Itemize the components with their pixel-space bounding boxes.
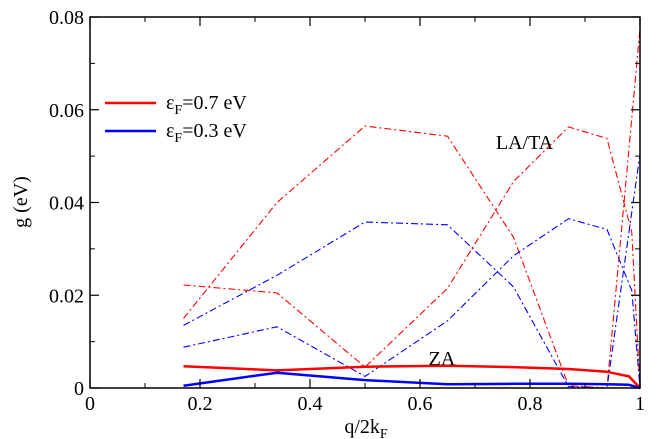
x-tick-label-5: 1 [635,393,645,415]
x-tick-label-4: 0.8 [518,393,543,415]
plot-frame [89,16,641,389]
series-line-3 [183,221,640,389]
legend-label-1: εF=0.3 eV [166,120,247,146]
annotation-0: LA/TA [496,132,554,154]
y-tick-label-1: 0.02 [49,285,84,307]
y-axis-label: g (eV) [10,176,32,228]
y-tick-label-3: 0.06 [49,100,84,122]
series-line-2 [568,28,641,389]
x-tick-label-2: 0.4 [298,393,323,415]
tick-layer: 0 0.2 0.4 0.6 0.8 1 0 0.02 0.04 0.06 0.08 [49,7,645,415]
annotation-layer: LA/TA ZA [429,132,554,370]
y-tick-label-2: 0.04 [49,193,84,215]
series-line-1 [183,126,641,389]
x-tick-label-0: 0 [85,393,95,415]
series-line-0 [183,125,640,389]
series-layer [183,28,641,390]
x-axis-label: q/2kF [344,416,388,439]
y-tick-label-0: 0 [74,378,84,400]
annotation-1: ZA [429,348,456,370]
y-tick-label-4: 0.08 [49,7,84,29]
x-tick-label-3: 0.6 [408,393,433,415]
x-tick-label-1: 0.2 [188,393,213,415]
series-line-7 [183,371,641,390]
series-line-6 [183,364,641,389]
legend-label-0: εF=0.7 eV [166,92,247,118]
series-line-5 [568,153,641,389]
legend: εF=0.7 eV εF=0.3 eV [105,92,247,146]
series-line-4 [183,218,641,389]
